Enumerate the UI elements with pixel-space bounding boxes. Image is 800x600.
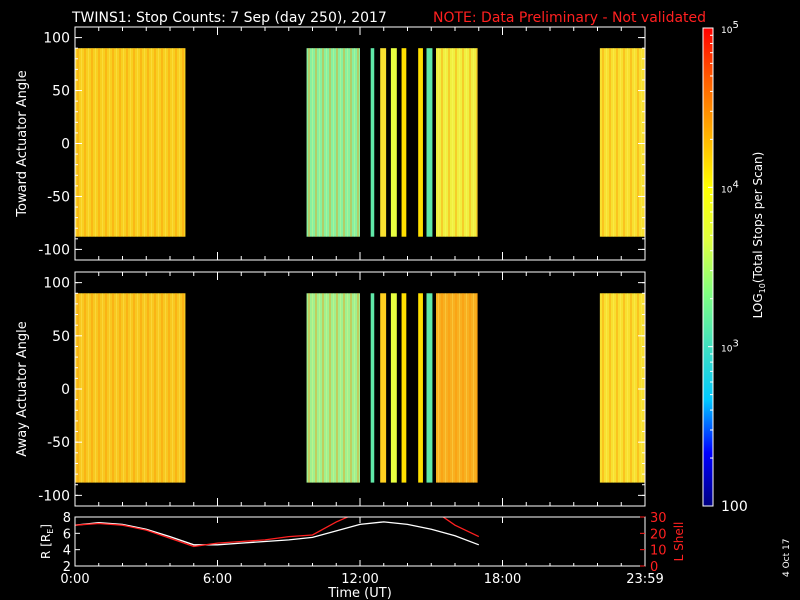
y-tick-label-right: 10 [650,544,667,559]
heatmap-block-5 [390,293,397,483]
y-axis-label-left-text: ] [39,524,53,529]
y-tick-label: 100 [43,276,70,292]
colorbar-tick-base: 10 [721,26,733,36]
y-tick-label: 0 [61,382,70,398]
colorbar-label: LOG10(Total Stops per Scan) [751,152,767,319]
y-axis-label: Toward Actuator Angle [15,70,30,217]
x-tick-label: 23:59 [626,572,663,587]
colorbar-tick-base: 10 [721,185,733,195]
y-tick-label: -50 [47,435,70,451]
away-angle-panel: 100 50 0 -50 -100 Away Actuator Angle [15,271,646,507]
y-tick-label-left: 8 [63,511,71,526]
y-tick-label-left: 6 [63,527,71,542]
y-tick-label: 100 [43,31,70,47]
heatmap-block-6 [401,293,407,483]
y-axis-label: Away Actuator Angle [15,321,30,456]
heatmap-texture [436,293,478,483]
heatmap-block-4 [380,48,387,237]
y-tick-label: -100 [38,242,70,258]
colorbar-label-text: (Total Stops per Scan) [751,152,765,283]
y-axis-label-left: R [RE] [39,524,55,559]
series-line-lshell [75,517,480,548]
heatmap-block-8 [426,293,433,483]
y-tick-label-right: 30 [650,511,667,526]
x-tick-label: 18:00 [484,572,521,587]
preliminary-note: NOTE: Data Preliminary - Not validated [433,10,706,26]
colorbar-gradient [703,28,713,506]
heatmap-block-7 [418,48,423,237]
y-tick-label-right: 20 [650,527,667,542]
y-tick-label-left: 2 [63,560,71,575]
y-tick-label: 0 [61,137,70,153]
colorbar-tick-label: 103 [721,339,739,355]
y-axis-label-right: L Shell [672,522,686,562]
colorbar-tick-exp: 3 [732,339,738,350]
colorbar-label-sub: 10 [758,283,767,293]
x-axis-label: Time (UT) [327,586,392,600]
x-tick-label: 12:00 [341,572,378,587]
side-date-label: 4 Oct 17 [782,539,792,577]
heatmap-texture [599,48,645,237]
heatmap-texture [75,48,186,237]
y-axis-label-left-text: R [R [39,534,53,559]
heatmap-block-3 [370,293,375,483]
y-tick-label-right: 0 [650,560,658,575]
heatmap-texture [75,293,186,483]
y-tick-label: 50 [52,329,70,345]
x-tick-label: 0:00 [60,572,89,587]
heatmap-block-7 [418,293,423,483]
heatmap-texture [599,293,645,483]
heatmap-texture [306,48,360,237]
colorbar-tick-base: 100 [721,499,748,515]
colorbar-tick-label: 105 [721,20,739,36]
colorbar-label-text: LOG [751,293,765,318]
y-tick-label: 50 [52,84,70,100]
y-tick-label-left: 4 [63,544,71,559]
colorbar-tick-exp: 4 [732,179,738,190]
toward-angle-panel: 100 50 0 -50 -100 Toward Actuator Angle [15,26,646,261]
heatmap-block-8 [426,48,433,237]
x-tick-label: 6:00 [203,572,232,587]
colorbar-tick-base: 10 [721,345,733,355]
heatmap-texture [306,293,360,483]
y-tick-label: -50 [47,189,70,205]
heatmap-block-5 [390,48,397,237]
colorbar-tick-label: 104 [721,179,739,195]
heatmap-block-6 [401,48,407,237]
heatmap-block-4 [380,293,387,483]
heatmap-texture [436,48,478,237]
chart-title: TWINS1: Stop Counts: 7 Sep (day 250), 20… [71,10,387,26]
heatmap-block-3 [370,48,375,237]
y-axis-label-left-sub: E [46,529,55,534]
series-line-r [75,521,480,546]
y-tick-label: -100 [38,488,70,504]
colorbar-tick-exp: 5 [732,20,738,31]
colorbar-tick-label: 100 [721,499,748,515]
